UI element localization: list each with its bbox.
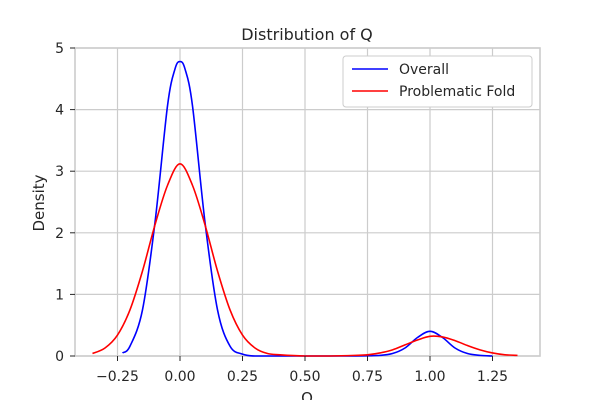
x-tick-label: 1.00 [414, 369, 445, 385]
series-line-problematic-fold [92, 163, 518, 357]
series-lines [92, 60, 518, 357]
legend: Overall Problematic Fold [342, 55, 533, 108]
legend-label-problematic-fold: Problematic Fold [399, 84, 515, 100]
x-tick-label: 0.00 [164, 369, 195, 385]
y-tick-label: 1 [55, 287, 64, 303]
x-tick-label: −0.25 [96, 369, 139, 385]
legend-frame [342, 55, 533, 108]
x-axis-label: Q [301, 389, 313, 400]
y-axis-ticks: 0 1 2 3 4 5 [55, 41, 75, 365]
y-axis-label: Density [30, 174, 48, 231]
x-tick-label: 0.75 [352, 369, 383, 385]
y-tick-label: 3 [55, 164, 64, 180]
series-line-overall [121, 60, 493, 357]
x-axis-ticks: −0.25 0.00 0.25 0.50 0.75 1.00 1.25 [96, 356, 508, 385]
legend-label-overall: Overall [399, 62, 449, 78]
x-tick-label: 1.25 [477, 369, 508, 385]
x-tick-label: 0.50 [289, 369, 320, 385]
x-tick-label: 0.25 [227, 369, 258, 385]
y-tick-label: 4 [55, 103, 64, 119]
y-tick-label: 0 [55, 349, 64, 365]
chart-title: Distribution of Q [241, 25, 373, 44]
y-tick-label: 2 [55, 226, 64, 242]
y-tick-label: 5 [55, 41, 64, 57]
